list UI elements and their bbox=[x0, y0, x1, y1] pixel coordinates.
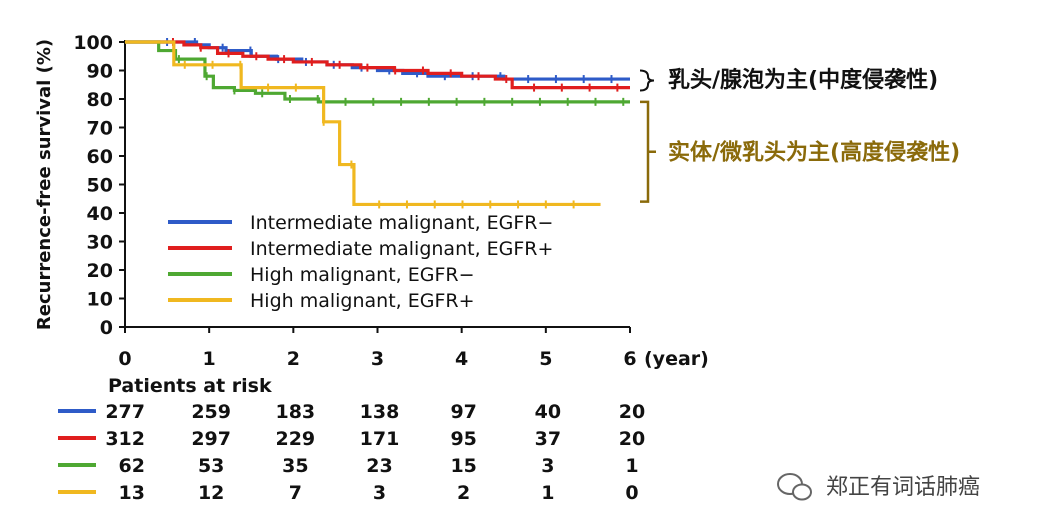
risk-value: 20 bbox=[619, 428, 645, 450]
legend-label-2: Intermediate malignant, EGFR+ bbox=[250, 238, 553, 260]
risk-value: 40 bbox=[535, 401, 561, 423]
risk-value: 277 bbox=[105, 401, 145, 423]
legend-label-3: High malignant, EGFR− bbox=[250, 264, 475, 286]
risk-value: 0 bbox=[625, 482, 638, 504]
annotation-high: 实体/微乳头为主(高度侵袭性) bbox=[668, 140, 960, 166]
y-tick-label: 50 bbox=[87, 175, 113, 197]
survival-curves bbox=[125, 38, 630, 209]
risk-value: 259 bbox=[191, 401, 231, 423]
risk-value: 37 bbox=[535, 428, 561, 450]
risk-value: 53 bbox=[198, 455, 224, 477]
y-tick-label: 60 bbox=[87, 146, 113, 168]
risk-value: 13 bbox=[119, 482, 145, 504]
risk-value: 1 bbox=[541, 482, 554, 504]
y-tick-label: 70 bbox=[87, 118, 113, 140]
watermark-text: 郑正有词话肺癌 bbox=[826, 475, 980, 500]
annotation-intermediate: 乳头/腺泡为主(中度侵袭性) bbox=[668, 67, 938, 93]
x-tick-label: 3 bbox=[371, 348, 384, 370]
x-tick-label: 5 bbox=[539, 348, 552, 370]
risk-value: 35 bbox=[282, 455, 308, 477]
risk-value: 312 bbox=[105, 428, 145, 450]
x-unit-label: (year) bbox=[644, 348, 709, 370]
wechat-bubble-small bbox=[792, 483, 812, 501]
watermark: 郑正有词话肺癌 bbox=[777, 473, 980, 501]
risk-value: 95 bbox=[450, 428, 476, 450]
risk-table-title: Patients at risk bbox=[108, 375, 272, 397]
risk-value: 62 bbox=[119, 455, 145, 477]
risk-value: 20 bbox=[619, 401, 645, 423]
series-line-2 bbox=[125, 40, 630, 90]
y-tick-label: 90 bbox=[87, 61, 113, 83]
x-tick-label: 6 bbox=[623, 348, 636, 370]
risk-value: 3 bbox=[373, 482, 386, 504]
x-tick-label: 2 bbox=[287, 348, 300, 370]
x-tick-label: 4 bbox=[455, 348, 468, 370]
x-tick-label: 0 bbox=[118, 348, 131, 370]
y-tick-label: 100 bbox=[73, 32, 113, 54]
risk-value: 183 bbox=[275, 401, 315, 423]
brace-intermediate bbox=[639, 69, 655, 92]
risk-value: 12 bbox=[198, 482, 224, 504]
risk-value: 229 bbox=[275, 428, 315, 450]
annotations: 乳头/腺泡为主(中度侵袭性) 实体/微乳头为主(高度侵袭性) bbox=[639, 67, 960, 203]
x-tick-label: 1 bbox=[203, 348, 216, 370]
y-tick-label: 10 bbox=[87, 289, 113, 311]
risk-value: 138 bbox=[360, 401, 400, 423]
y-tick-label: 20 bbox=[87, 260, 113, 282]
y-tick-label: 40 bbox=[87, 203, 113, 225]
risk-value: 1 bbox=[625, 455, 638, 477]
risk-value: 2 bbox=[457, 482, 470, 504]
risk-value: 3 bbox=[541, 455, 554, 477]
risk-value: 23 bbox=[366, 455, 392, 477]
legend-label-4: High malignant, EGFR+ bbox=[250, 290, 475, 312]
wechat-icon bbox=[777, 473, 812, 501]
risk-value: 297 bbox=[191, 428, 231, 450]
axes: 0 10 20 30 40 50 60 70 80 90 100 0 1 2 3 4 5 6 (year) Recur… bbox=[34, 32, 709, 370]
legend: Intermediate malignant, EGFR− Intermediat… bbox=[168, 212, 553, 312]
bracket-high bbox=[640, 100, 656, 203]
y-tick-label: 80 bbox=[87, 89, 113, 111]
y-tick-label: 30 bbox=[87, 232, 113, 254]
risk-value: 7 bbox=[289, 482, 302, 504]
legend-label-1: Intermediate malignant, EGFR− bbox=[250, 212, 553, 234]
y-axis-label: Recurrence-free survival (%) bbox=[34, 39, 55, 330]
risk-value: 97 bbox=[450, 401, 476, 423]
risk-value: 171 bbox=[360, 428, 400, 450]
y-tick-label: 0 bbox=[100, 317, 113, 339]
risk-value: 15 bbox=[450, 455, 476, 477]
